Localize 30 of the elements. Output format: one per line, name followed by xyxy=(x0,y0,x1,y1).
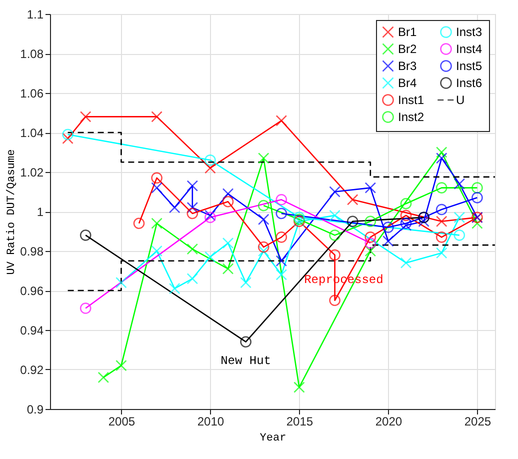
annotation: New Hut xyxy=(220,354,272,368)
legend-label: Inst1 xyxy=(398,93,424,107)
legend-label: Br3 xyxy=(398,59,417,73)
legend-label: Inst3 xyxy=(456,25,482,40)
y-tick-label: 1.1 xyxy=(26,8,44,22)
legend-label: Inst5 xyxy=(456,59,482,73)
legend-label: Br2 xyxy=(398,42,417,56)
x-tick-label: 2020 xyxy=(375,414,402,428)
y-tick-label: 0.9 xyxy=(26,402,44,416)
x-tick-label: 2010 xyxy=(197,414,224,428)
x-tick-label: 2005 xyxy=(108,414,136,428)
legend-label: Inst6 xyxy=(456,76,482,90)
y-tick-label: 1.06 xyxy=(20,86,44,100)
y-tick-label: 1 xyxy=(36,205,44,219)
legend-label: Inst2 xyxy=(398,110,424,124)
y-axis-title: UV Ratio DUT/Qasume xyxy=(6,149,18,275)
legend-label: Br1 xyxy=(398,25,417,40)
legend-label: Inst4 xyxy=(456,42,482,56)
x-tick-label: 2015 xyxy=(286,414,314,428)
y-tick-label: 0.96 xyxy=(20,284,44,298)
legend-label: U xyxy=(456,93,465,107)
y-tick-label: 0.98 xyxy=(20,244,44,258)
y-tick-label: 0.94 xyxy=(20,324,44,338)
x-axis-title: Year xyxy=(260,432,286,444)
y-tick-label: 1.02 xyxy=(20,166,44,180)
y-tick-label: 1.08 xyxy=(20,47,44,61)
y-tick-label: 1.04 xyxy=(20,126,44,140)
x-tick-label: 2025 xyxy=(464,414,492,428)
legend-label: Br4 xyxy=(398,76,417,90)
y-tick-label: 0.92 xyxy=(20,363,44,377)
